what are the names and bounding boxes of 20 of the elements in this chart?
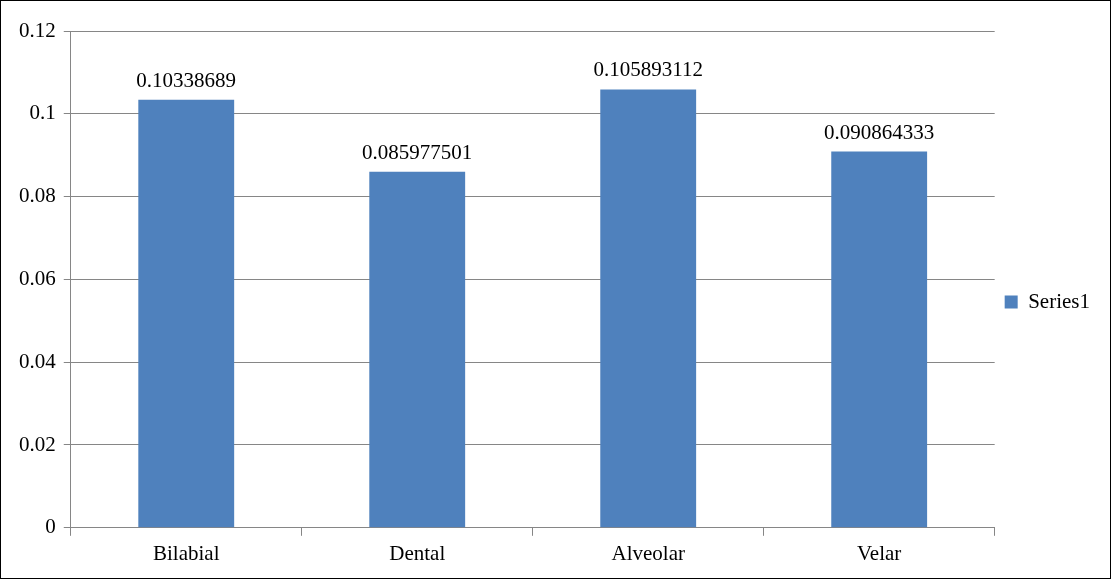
y-tick-label: 0.02 <box>19 431 56 456</box>
data-label: 0.085977501 <box>362 139 473 164</box>
bar <box>831 151 928 528</box>
x-tick-label: Alveolar <box>611 540 685 565</box>
y-tick-label: 0.1 <box>29 100 56 125</box>
bar <box>369 171 466 528</box>
y-tick-label: 0.06 <box>19 265 56 290</box>
y-tick-label: 0.04 <box>19 348 57 373</box>
bar <box>600 89 697 528</box>
y-tick-label: 0 <box>45 514 56 539</box>
x-tick-label: Velar <box>857 540 902 565</box>
y-tick-label: 0.08 <box>19 183 56 208</box>
data-label: 0.10338689 <box>136 67 237 92</box>
x-tick-label: Bilabial <box>152 540 220 565</box>
legend-label: Series1 <box>1028 288 1091 313</box>
x-tick-label: Dental <box>389 540 446 565</box>
data-label: 0.090864333 <box>824 119 935 144</box>
y-tick-label: 0.12 <box>19 17 56 42</box>
bar <box>138 99 235 528</box>
data-label: 0.105893112 <box>593 57 703 82</box>
